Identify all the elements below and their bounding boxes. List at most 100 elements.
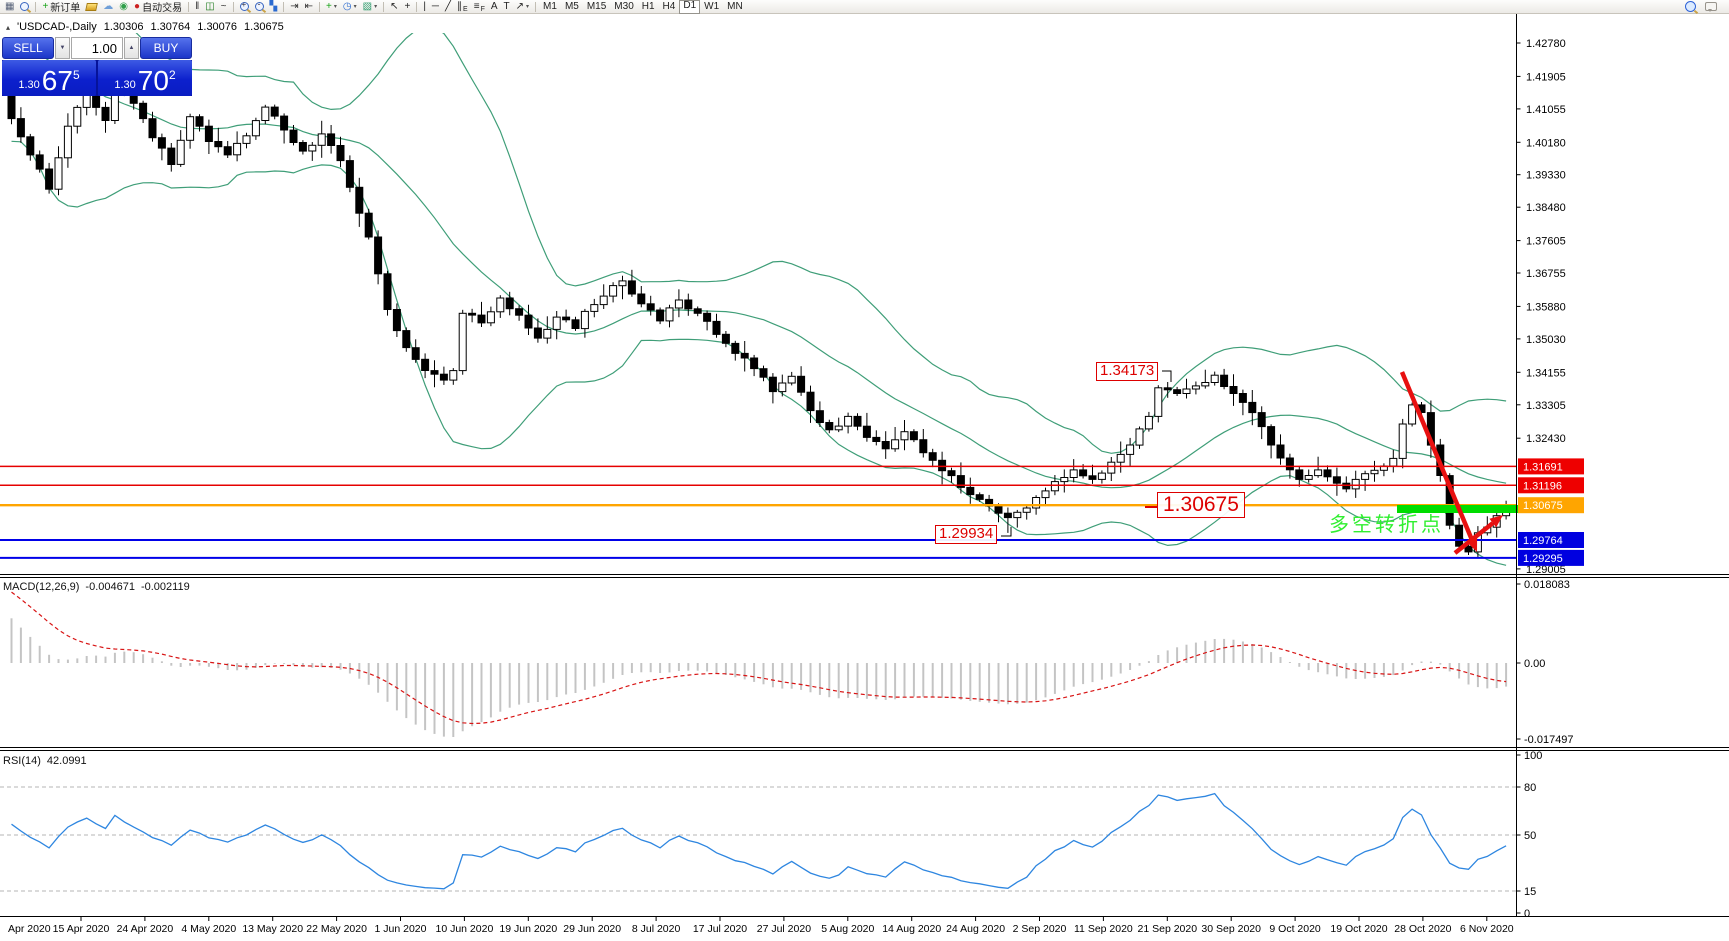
price-tick-label: 1.41055	[1526, 104, 1566, 116]
volume-decrease-button[interactable]: ▼	[55, 37, 70, 59]
price-tag-label: 1.29764	[1523, 535, 1563, 547]
chart-mini-icon: ▴	[6, 23, 11, 32]
turning-point-zone[interactable]	[1397, 505, 1553, 513]
macd-tick-label: -0.017497	[1524, 734, 1574, 746]
tile-windows-icon[interactable]: ▚	[267, 0, 281, 13]
chart-preview-icon[interactable]	[17, 0, 32, 13]
rsi-tick-label: 100	[1524, 750, 1542, 762]
trend-arrow[interactable]	[1399, 371, 1475, 541]
price-axis[interactable]: 1.42780 1.41905 1.41055 1.40180 1.39330 1.384…	[1516, 38, 1585, 920]
sell-price-panel[interactable]: 1.30 67 5	[2, 60, 96, 96]
timeframe-d1-button[interactable]: D1	[679, 0, 701, 14]
date-tick-label: 24 Aug 2020	[946, 923, 1005, 935]
fibonacci-icon[interactable]: ≡ F	[471, 0, 488, 14]
search-icon[interactable]	[1685, 1, 1696, 12]
date-tick-label: 1 Jun 2020	[375, 923, 427, 935]
timeframe-w1-button[interactable]: W1	[704, 0, 720, 12]
turning-point-note[interactable]: 多空转折点	[1329, 514, 1444, 536]
toolbar-separator	[232, 1, 234, 12]
add-indicator-button[interactable]: + ▾	[323, 0, 340, 13]
cloud-sync-icon[interactable]: ☁	[100, 0, 116, 13]
signal-icon[interactable]: ◉	[116, 0, 131, 13]
timeframe-mn-button[interactable]: MN	[727, 0, 743, 12]
candlestick-chart-icon[interactable]: ◫	[202, 0, 217, 13]
crosshair-icon[interactable]: +	[401, 0, 413, 13]
price-tag-label: 1.30675	[1523, 500, 1563, 512]
date-tick-label: 4 May 2020	[181, 923, 236, 935]
price-pane[interactable]	[0, 0, 1516, 566]
zoom-out-icon[interactable]	[252, 0, 267, 13]
volume-input[interactable]: 1.00	[71, 37, 123, 59]
text-label-icon[interactable]: T	[501, 0, 513, 13]
macd-label: MACD(12,26,9) -0.004671 -0.002119	[3, 581, 190, 593]
price-tag	[1518, 497, 1584, 514]
timeframe-h4-button[interactable]: H4	[662, 0, 676, 12]
date-tick-label: 10 Jun 2020	[435, 923, 493, 935]
date-tick-label: 24 Apr 2020	[117, 923, 174, 935]
high-price-callout[interactable]: 1.34173	[1096, 362, 1159, 381]
callout-connector	[1001, 527, 1012, 537]
shift-chart-icon[interactable]: ⇥	[287, 0, 301, 13]
symbol-info-bar: ▴ 'USDCAD-,Daily 1.30306 1.30764 1.30076…	[6, 21, 284, 33]
cursor-icon[interactable]: ↖	[387, 0, 401, 13]
rsi-tick-label: 80	[1524, 782, 1536, 794]
time-axis[interactable]: Apr 2020 15 Apr 2020 24 Apr 2020 4 May 2020…	[8, 917, 1514, 935]
date-tick-label: 9 Oct 2020	[1269, 923, 1321, 935]
macd-value-signal: -0.002119	[140, 581, 190, 593]
vline-icon-glyph: |	[423, 0, 426, 12]
timeframe-m30-button[interactable]: M30	[614, 0, 634, 12]
new-chart-icon-glyph: ▦	[5, 0, 15, 12]
cursor-icon-glyph: ↖	[390, 0, 399, 12]
shapes-icon[interactable]: ↗ ▾	[513, 0, 532, 13]
timeframe-m1-button[interactable]: M1	[543, 0, 557, 12]
text-icon[interactable]: A	[488, 0, 501, 13]
timeframe-m15-button[interactable]: M15	[586, 0, 607, 12]
hline-icon[interactable]: ─	[429, 0, 442, 13]
sell-button[interactable]: SELL	[2, 37, 54, 59]
deposit-gold-icon[interactable]	[83, 0, 100, 13]
new-chart-icon[interactable]: ▦	[2, 0, 17, 13]
buy-price-sup: 2	[168, 68, 176, 82]
toolbar-separator	[383, 1, 385, 12]
macd-name: MACD(12,26,9)	[3, 581, 80, 593]
sell-price-prefix: 1.30	[18, 79, 40, 91]
ohlc-close: 1.30675	[244, 21, 284, 33]
buy-price-panel[interactable]: 1.30 70 2	[98, 60, 192, 96]
new-order-button-label: 新订单	[50, 3, 81, 14]
chevron-down-icon: ▾	[333, 4, 337, 10]
templates-button[interactable]: ▧ ▾	[360, 0, 380, 13]
date-tick-label: 17 Jul 2020	[693, 923, 747, 935]
buy-button[interactable]: BUY	[140, 37, 192, 59]
channel-icon[interactable]: ∥ E	[454, 0, 471, 14]
trendline-icon[interactable]: ╱	[442, 0, 454, 13]
cloud-sync-icon-glyph: ☁	[103, 0, 114, 12]
trend-arrow[interactable]	[1453, 521, 1495, 555]
bar-chart-icon[interactable]: ‖	[192, 0, 202, 13]
low-price-callout[interactable]: 1.29934	[935, 525, 998, 544]
zoom-in-icon[interactable]	[237, 0, 252, 13]
trendline-icon-glyph: ╱	[445, 0, 452, 12]
bollinger-band	[11, 140, 1507, 566]
toolbar-separator	[535, 1, 537, 12]
timeframe-m5-button[interactable]: M5	[564, 0, 579, 12]
callout-connector	[1162, 370, 1172, 382]
periods-button[interactable]: ◷ ▾	[340, 0, 360, 13]
vline-icon[interactable]: |	[420, 0, 429, 13]
auto-trading-button[interactable]: ● 自动交易	[131, 0, 185, 15]
price-tag-label: 1.31196	[1523, 480, 1562, 492]
date-tick-label: 28 Oct 2020	[1394, 923, 1451, 935]
current-price-callout[interactable]: 1.30675	[1157, 492, 1245, 518]
timeframe-h1-button[interactable]: H1	[641, 0, 655, 12]
date-tick-label: 19 Jun 2020	[499, 923, 557, 935]
new-order-button[interactable]: + 新订单	[39, 0, 83, 15]
auto-scroll-icon[interactable]: ⇤	[302, 0, 316, 13]
macd-pane[interactable]	[10, 591, 1508, 737]
volume-increase-button[interactable]: ▲	[124, 37, 139, 59]
rsi-pane[interactable]	[0, 786, 1516, 892]
macd-tick-label: 0.00	[1524, 658, 1545, 670]
date-tick-label: 21 Sep 2020	[1138, 923, 1198, 935]
line-chart-icon[interactable]: ~	[218, 0, 230, 13]
chat-icon[interactable]	[1705, 2, 1717, 12]
fibonacci-icon-sub: F	[480, 6, 485, 13]
